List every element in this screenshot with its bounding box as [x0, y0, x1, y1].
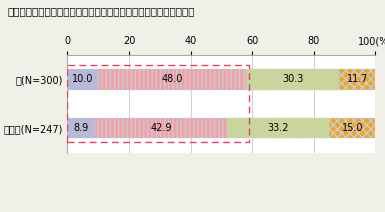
Text: 33.2: 33.2 — [267, 123, 289, 133]
Bar — [67, 69, 98, 90]
Text: インターネット利用について何らかの決め事をしている家庭が多い: インターネット利用について何らかの決め事をしている家庭が多い — [8, 6, 195, 16]
Text: 10.0: 10.0 — [72, 74, 94, 85]
Bar — [339, 69, 375, 90]
Bar — [67, 118, 95, 138]
Text: 15.0: 15.0 — [341, 123, 363, 133]
Bar — [95, 118, 227, 138]
Bar — [227, 118, 329, 138]
Text: 11.7: 11.7 — [346, 74, 368, 85]
Bar — [98, 69, 246, 90]
Bar — [329, 118, 375, 138]
Text: 30.3: 30.3 — [282, 74, 303, 85]
Text: 8.9: 8.9 — [74, 123, 89, 133]
Text: 42.9: 42.9 — [150, 123, 172, 133]
Bar — [246, 69, 339, 90]
Text: 48.0: 48.0 — [161, 74, 183, 85]
